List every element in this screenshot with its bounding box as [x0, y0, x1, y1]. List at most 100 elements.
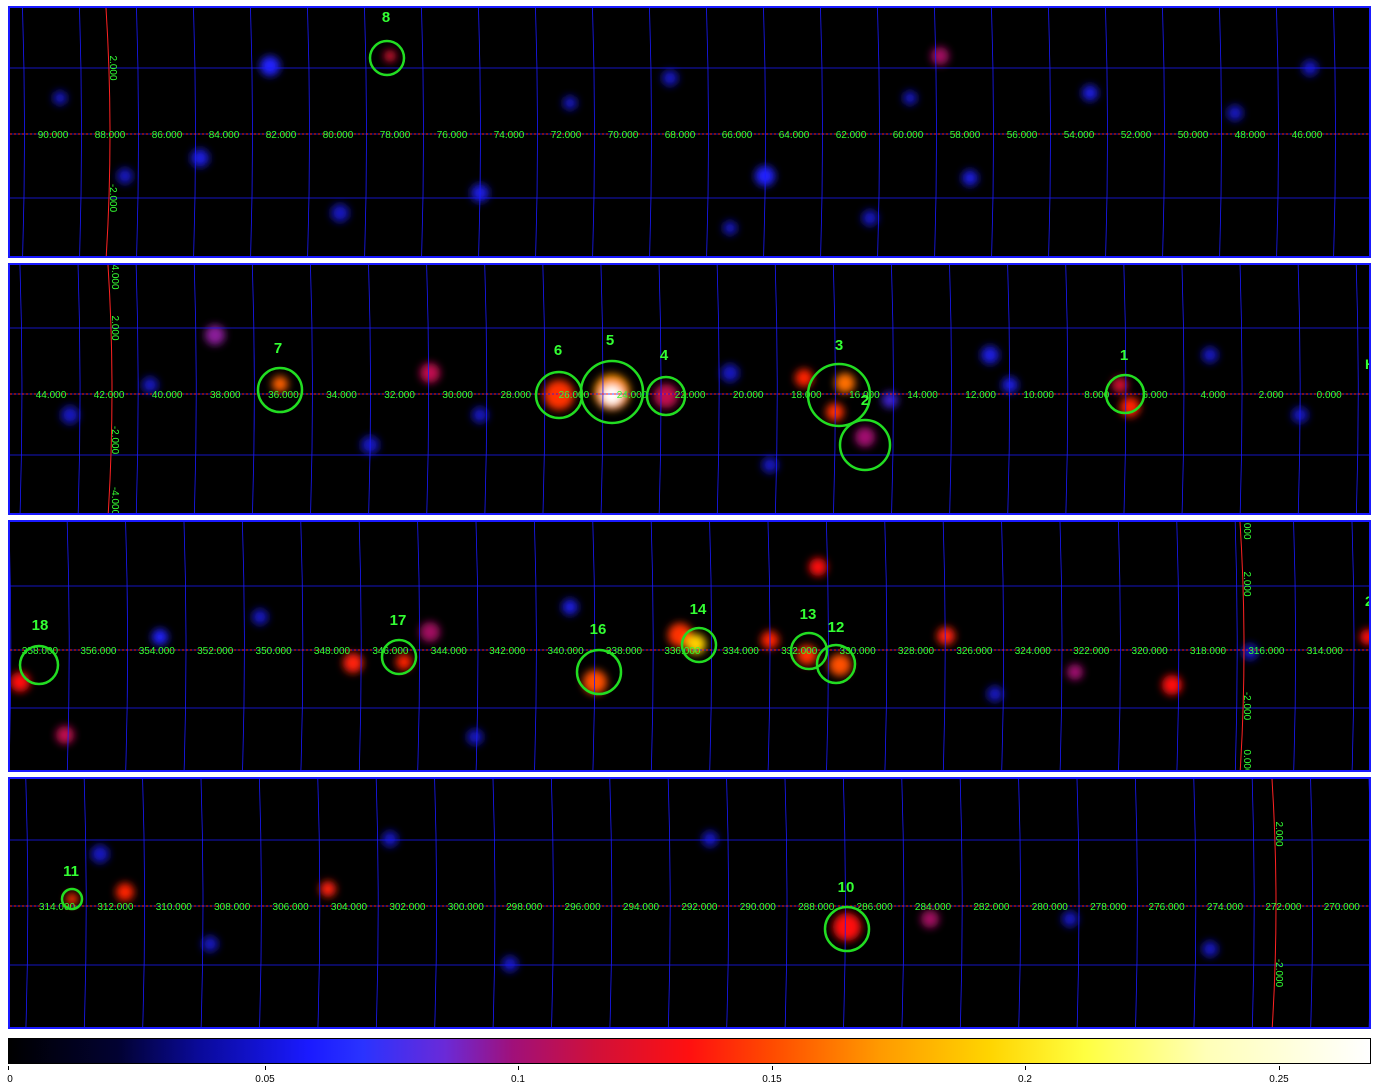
grid-meridian — [991, 8, 994, 256]
source-label: 1 — [1120, 347, 1128, 364]
emission-blob — [835, 373, 855, 393]
longitude-tick-label: 346.000 — [372, 646, 409, 657]
longitude-tick-label: 274.000 — [1207, 902, 1244, 913]
source-circle — [645, 375, 687, 417]
source-label: 12 — [828, 619, 845, 636]
longitude-tick-label: 292.000 — [681, 902, 718, 913]
emission-blob — [762, 457, 778, 473]
longitude-tick-label: 304.000 — [331, 902, 368, 913]
grid-meridian — [193, 265, 197, 513]
emission-blob — [855, 427, 875, 447]
longitude-tick-label: 298.000 — [506, 902, 543, 913]
grid-meridian — [300, 522, 304, 770]
emission-blob — [723, 221, 737, 235]
source-circle — [18, 644, 60, 686]
longitude-tick-label: 286.000 — [857, 902, 894, 913]
source-label: 17 — [390, 612, 407, 629]
grid-meridian — [1076, 779, 1080, 1027]
emission-blob — [1162, 675, 1182, 695]
longitude-tick-label: 8.000 — [1084, 390, 1109, 401]
longitude-tick-label: 342.000 — [489, 646, 526, 657]
source-circle — [838, 418, 892, 472]
grid-meridian — [79, 8, 82, 256]
grid-meridian — [83, 779, 87, 1027]
latitude-axis — [1271, 779, 1277, 1027]
longitude-tick-label: 52.000 — [1121, 130, 1152, 141]
grid-meridian — [658, 265, 662, 513]
source-circle — [380, 638, 418, 676]
emission-layer — [61, 325, 1308, 473]
emission-blob — [662, 70, 678, 86]
grid-meridian — [135, 265, 139, 513]
longitude-tick-label: 338.000 — [606, 646, 643, 657]
grid-meridian — [767, 522, 771, 770]
grid-meridian — [942, 522, 946, 770]
emission-blob — [544, 380, 574, 410]
emission-blob — [562, 599, 578, 615]
emission-blob — [654, 384, 678, 408]
colorbar-tick — [772, 1066, 773, 1070]
longitude-tick-label: 86.000 — [152, 130, 183, 141]
longitude-tick-label: 20.000 — [733, 390, 764, 401]
longitude-tick-label: 40.000 — [152, 390, 183, 401]
grid-meridian — [901, 779, 905, 1027]
latitude-tick-label: -2.000 — [1273, 959, 1284, 988]
grid-meridian — [826, 522, 829, 770]
emission-blob — [382, 831, 398, 847]
longitude-tick-label: 68.000 — [665, 130, 696, 141]
edge-label-fragment: 2 — [1365, 593, 1371, 609]
grid-meridian — [1105, 8, 1108, 256]
latitude-tick-label: -2.000 — [109, 426, 120, 455]
longitude-tick-label: 18.000 — [791, 390, 822, 401]
source-label: 6 — [554, 342, 562, 359]
grid-meridian — [726, 779, 729, 1027]
source-label: 7 — [274, 340, 282, 357]
emission-blob — [260, 56, 280, 76]
grid-meridian — [484, 265, 488, 513]
emission-blob — [331, 204, 349, 222]
emission-blob — [862, 210, 878, 226]
grid-meridian — [1310, 779, 1313, 1027]
longitude-tick-label: 340.000 — [548, 646, 585, 657]
longitude-tick-label: 272.000 — [1265, 902, 1302, 913]
emission-blob — [384, 50, 396, 62]
colorbar-label: 0 — [7, 1074, 13, 1085]
source-circle — [60, 887, 84, 911]
longitude-tick-label: 316.000 — [1248, 646, 1285, 657]
colorbar-tick — [8, 1066, 9, 1070]
latitude-axis — [105, 8, 111, 256]
longitude-tick-label: 300.000 — [448, 902, 485, 913]
longitude-tick-label: 290.000 — [740, 902, 777, 913]
emission-blob — [472, 407, 488, 423]
grid-meridian — [250, 8, 253, 256]
grid-meridian — [251, 265, 255, 513]
longitude-tick-label: 296.000 — [565, 902, 602, 913]
emission-blob — [420, 622, 440, 642]
grid-meridian — [709, 522, 712, 770]
grid-meridian — [193, 8, 196, 256]
emission-blob — [252, 609, 268, 625]
emission-blob — [202, 936, 218, 952]
emission-blob — [903, 91, 917, 105]
longitude-tick-label: 6.000 — [1142, 390, 1167, 401]
colorbar — [8, 1038, 1371, 1064]
longitude-tick-label: 34.000 — [326, 390, 357, 401]
emission-blob — [1202, 941, 1218, 957]
grid-meridian — [1239, 265, 1243, 513]
latitude-tick-label: -2.000 — [107, 184, 118, 213]
grid-meridian — [1135, 779, 1138, 1027]
emission-blob — [1112, 377, 1128, 393]
latitude-tick-label: 2.000 — [1241, 571, 1252, 596]
grid-meridian — [375, 779, 379, 1027]
grid-meridian — [934, 8, 937, 256]
emission-blob — [1227, 105, 1243, 121]
emission-blob — [1062, 911, 1078, 927]
grid-meridian — [1293, 522, 1296, 770]
source-label: 18 — [32, 617, 49, 634]
longitude-tick-label: 54.000 — [1064, 130, 1095, 141]
sky-panel-1: 90.000 88.000 86.000 84.000 82.000 80.000 78.0… — [8, 6, 1371, 258]
longitude-tick-label: 354.000 — [139, 646, 176, 657]
longitude-tick-label: 24.000 — [617, 390, 648, 401]
longitude-tick-label: 16.000 — [849, 390, 880, 401]
longitude-tick-label: 62.000 — [836, 130, 867, 141]
